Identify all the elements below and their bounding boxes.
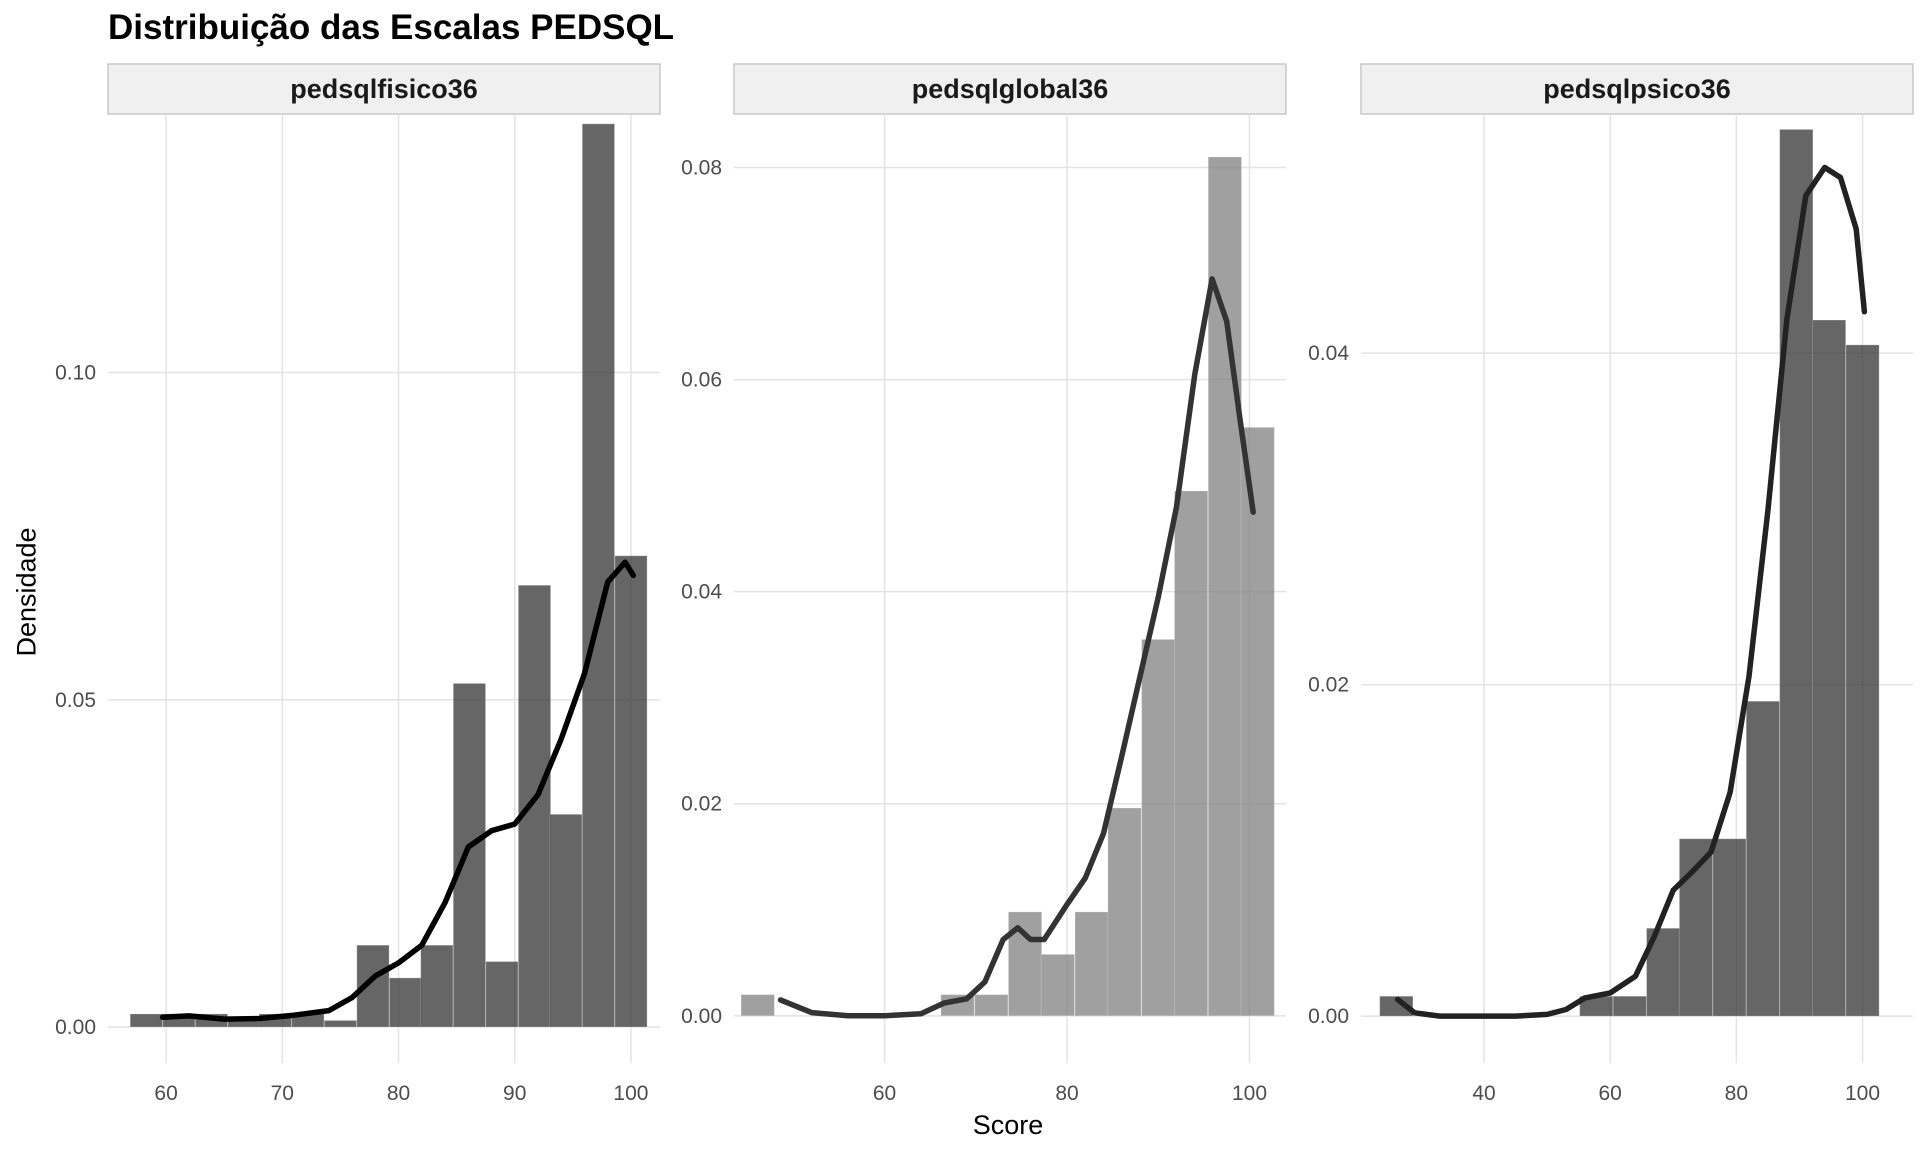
histogram-bar — [129, 1013, 164, 1028]
histogram-bar — [1379, 995, 1414, 1017]
histogram-bar — [1712, 838, 1747, 1017]
histogram-bar — [420, 944, 454, 1028]
y-tick-label: 0.00 — [55, 1016, 96, 1039]
facet-panel-pedsqlfisico36: pedsqlfisico36 60 70 80 90 100 0.00 0.05 0.10 — [55, 63, 661, 1105]
histogram-bar — [1107, 807, 1142, 1017]
x-tick-label: 40 — [1472, 1082, 1495, 1105]
y-tick-label: 0.02 — [681, 793, 722, 816]
y-tick-label: 0.08 — [681, 157, 722, 180]
histogram-bar — [1007, 911, 1043, 1017]
histogram-bar — [1173, 490, 1209, 1017]
density-curve — [159, 559, 637, 1022]
facet-panel-pedsqlglobal36: pedsqlglobal36 60 80 100 0.00 0.02 0.04 0.06 0.0… — [681, 63, 1287, 1105]
x-tick-label: 80 — [387, 1082, 410, 1105]
x-axis-label: Score — [972, 1110, 1044, 1140]
y-tick-label: 0.04 — [1308, 342, 1349, 365]
histogram-bar — [1845, 344, 1880, 1017]
facet-strip — [1360, 63, 1914, 115]
y-tick-label: 0.10 — [55, 362, 96, 385]
facet-strip — [107, 63, 661, 115]
histogram-bar — [517, 584, 552, 1028]
histogram-bar — [1074, 911, 1109, 1017]
x-tick-label: 100 — [1232, 1082, 1267, 1105]
histogram-bar — [1141, 638, 1176, 1017]
facet-strip-label: pedsqlfisico36 — [290, 74, 478, 104]
y-tick-label: 0.06 — [681, 369, 722, 392]
histogram-bar — [1612, 995, 1647, 1017]
y-tick-label: 0.00 — [1308, 1005, 1349, 1028]
x-tick-label: 100 — [613, 1082, 648, 1105]
histogram-bar — [485, 961, 519, 1028]
histogram-bar — [388, 977, 423, 1028]
y-tick-label: 0.04 — [681, 581, 722, 604]
x-tick-label: 80 — [1055, 1082, 1078, 1105]
x-tick-label: 60 — [873, 1082, 896, 1105]
x-tick-label: 60 — [1599, 1082, 1622, 1105]
density-curve — [777, 276, 1256, 1019]
facet-panel-pedsqlpsico36: pedsqlpsico36 40 60 80 100 0.00 0.02 0.04 — [1308, 63, 1914, 1105]
histogram-bar — [1811, 319, 1847, 1017]
facet-strip-label: pedsqlpsico36 — [1543, 74, 1731, 104]
y-tick-label: 0.05 — [55, 689, 96, 712]
histogram-bar — [1040, 953, 1076, 1017]
y-tick-label: 0.00 — [681, 1005, 722, 1028]
histogram-bar — [1240, 426, 1275, 1017]
histogram-bar — [549, 813, 583, 1028]
histogram-bar — [974, 994, 1009, 1017]
chart-title: Distribuição das Escalas PEDSQL — [108, 8, 675, 47]
histogram-bar — [614, 555, 648, 1028]
histogram-bar — [581, 123, 616, 1028]
y-tick-label: 0.02 — [1308, 674, 1349, 697]
histogram-bar — [452, 682, 487, 1028]
x-tick-label: 100 — [1845, 1082, 1880, 1105]
facet-strip-label: pedsqlglobal36 — [912, 74, 1109, 104]
histogram-bar — [1745, 700, 1780, 1017]
histogram-bar — [740, 994, 775, 1017]
x-tick-label: 90 — [503, 1082, 526, 1105]
histogram-bar — [323, 1019, 358, 1028]
x-tick-label: 60 — [154, 1082, 177, 1105]
x-tick-label: 70 — [271, 1082, 294, 1105]
density-curve — [1394, 164, 1868, 1019]
x-tick-label: 80 — [1725, 1082, 1748, 1105]
facet-strip — [733, 63, 1287, 115]
